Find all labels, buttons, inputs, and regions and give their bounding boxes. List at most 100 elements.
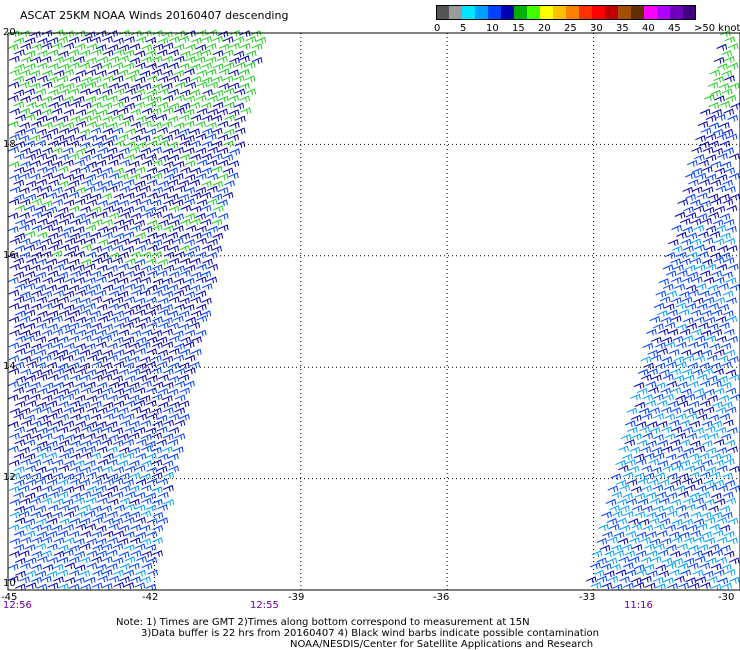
wind-barb [96,185,108,193]
wind-barb [606,557,618,565]
wind-barb [238,68,250,76]
wind-barb [113,400,125,408]
wind-barb [107,406,119,414]
wind-barb [140,356,151,364]
wind-barb [18,485,30,493]
wind-barb [130,198,141,206]
wind-barb [123,478,134,486]
wind-barb [13,452,25,460]
wind-barb [123,362,135,370]
wind-barb [190,348,202,356]
wind-barb [163,173,175,181]
wind-barb [642,524,654,532]
wind-barb [185,81,197,89]
wind-barb [79,49,91,57]
wind-barb [152,159,163,167]
wind-barb [682,245,694,253]
wind-barb [134,88,146,96]
wind-barb [47,270,59,278]
wind-barb [589,562,601,570]
wind-barb [95,341,107,349]
wind-barb [24,37,36,45]
wind-barb [152,381,164,389]
wind-barb [36,518,47,525]
wind-barb [211,193,223,201]
wind-barb [655,342,666,350]
wind-barb [174,433,186,440]
wind-barb [90,193,102,201]
wind-barb [113,140,125,148]
wind-barb [128,69,140,77]
wind-barb [675,302,687,310]
wind-barb [24,414,36,422]
wind-barb [15,570,26,578]
wind-barb [140,368,151,376]
wind-barb [135,244,146,252]
wind-barb [74,355,86,363]
wind-barb [80,258,92,266]
wind-barb [73,484,85,492]
wind-barb [9,472,21,480]
wind-barb [635,531,647,539]
wind-barb [622,510,634,518]
wind-barb [91,491,103,499]
wind-barb [190,271,202,279]
wind-barb [141,159,153,167]
wind-barb [195,147,207,155]
wind-barb [168,102,180,110]
wind-barb [667,400,679,408]
wind-barb [694,555,706,563]
wind-barb [684,536,695,544]
wind-barb [654,583,666,591]
wind-barb [707,323,719,331]
wind-barb [712,147,724,155]
wind-barb [168,245,180,253]
wind-barb [643,472,655,480]
wind-barb [161,395,173,402]
wind-barb [680,258,691,266]
wind-barb [628,518,639,526]
wind-barb [713,75,724,83]
wind-barb [146,166,158,174]
wind-barb [727,114,739,122]
wind-barb [152,29,163,37]
wind-barb [29,393,41,401]
wind-barb [8,367,20,375]
wind-barb [29,31,41,38]
wind-barb [51,407,63,415]
wind-barb [217,147,229,155]
wind-barb [168,426,180,434]
wind-barb [106,147,118,154]
wind-barb [701,420,713,428]
wind-barb [86,406,98,414]
wind-barb [95,289,107,297]
wind-barb [702,367,713,375]
wind-barb [163,251,175,259]
wind-barb [705,263,717,271]
wind-barb [24,504,36,512]
wind-barb [184,329,196,337]
wind-barb [96,393,108,401]
wind-barb [135,531,147,539]
wind-barb [200,204,212,212]
wind-barb [42,563,54,571]
wind-barb [228,94,239,102]
wind-barb [217,108,228,116]
wind-barb [688,380,699,388]
wind-barb [81,76,92,84]
wind-barb [106,459,118,466]
wind-barb [84,31,96,39]
wind-barb [134,166,146,174]
wind-barb [140,251,152,259]
wind-barb [653,452,665,460]
wind-barb [136,374,147,382]
wind-barb [95,44,107,51]
wind-barb [53,263,65,271]
wind-barb [668,348,680,356]
wind-barb [669,569,680,577]
wind-barb [653,302,665,310]
wind-barb [640,556,652,564]
wind-barb [20,147,31,155]
wind-barb [74,510,86,518]
wind-barb [207,173,219,181]
